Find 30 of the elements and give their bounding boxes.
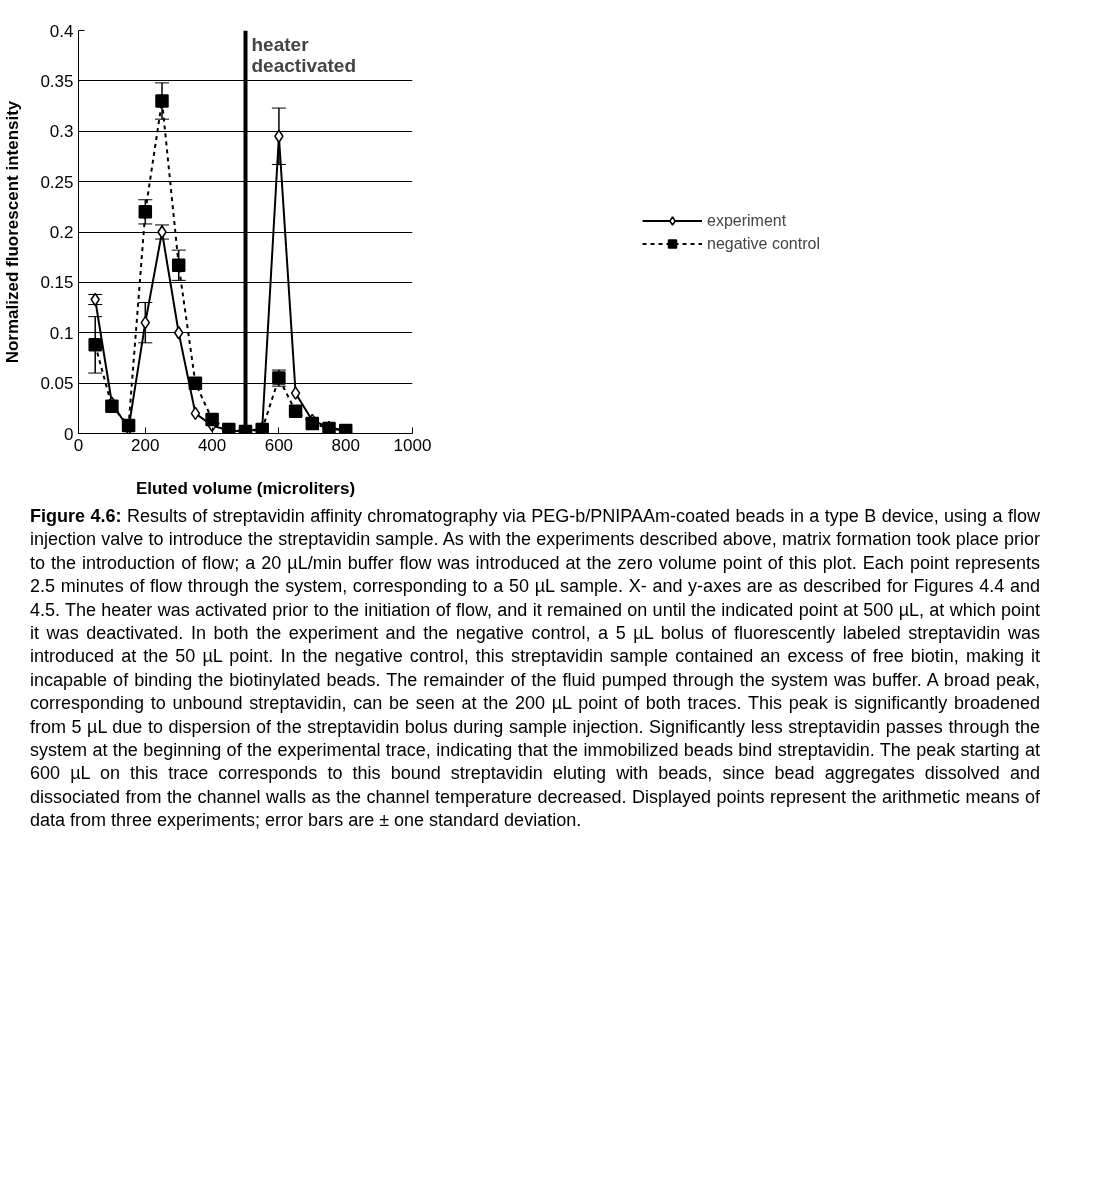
x-tick-label: 600	[264, 435, 294, 455]
y-tick-label: 0.25	[40, 172, 74, 192]
y-axis-title: Normalized fluorescent intensity	[3, 100, 23, 364]
y-tick-label: 0.1	[49, 323, 74, 343]
caption: Figure 4.6:	[30, 506, 122, 526]
y-tick-label: 0.4	[49, 21, 74, 41]
point	[171, 258, 186, 272]
x-tick-label: 1000	[393, 435, 432, 455]
y-tick-label: 0.05	[40, 374, 74, 394]
legend-label: experiment	[707, 211, 787, 229]
y-tick-label: 0.15	[40, 273, 74, 293]
point	[140, 315, 151, 330]
y-tick-label: 0.35	[40, 71, 74, 91]
x-axis-title: Eluted volume (microliters)	[135, 478, 356, 498]
point	[88, 338, 102, 352]
ref-line-label: heater deactivated	[251, 33, 357, 76]
x-tick-label: 200	[131, 435, 160, 455]
point	[173, 326, 184, 340]
x-tick-label: 400	[197, 435, 227, 455]
point	[190, 406, 201, 421]
point	[138, 205, 153, 219]
y-tick-label: 0.3	[49, 122, 74, 142]
point	[290, 386, 301, 400]
x-tick-label: 800	[331, 435, 360, 455]
point	[188, 376, 203, 390]
point	[155, 94, 169, 108]
y-tick-label: 0.2	[49, 223, 74, 242]
point	[288, 404, 303, 419]
legend-label: negative control	[707, 234, 820, 252]
point	[205, 412, 219, 427]
